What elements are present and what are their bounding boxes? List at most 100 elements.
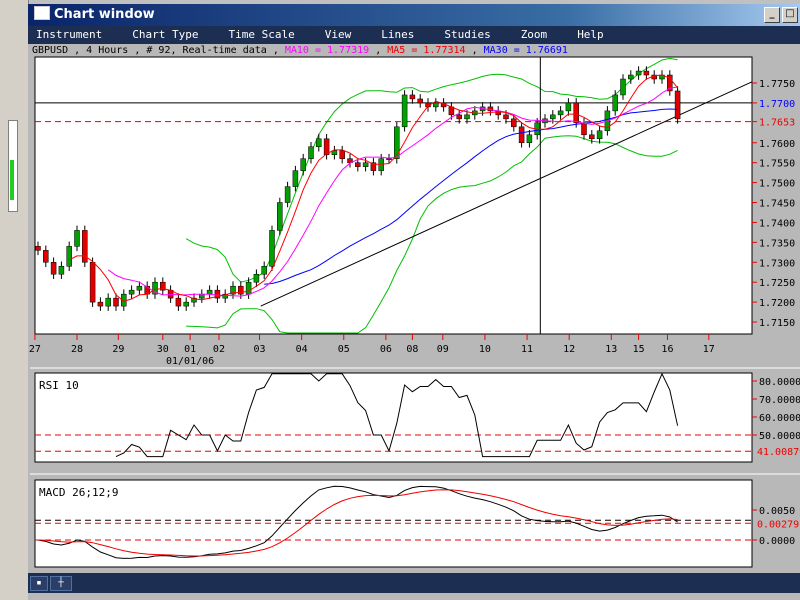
candle xyxy=(191,297,197,303)
x-tick-label: 11 xyxy=(521,344,533,355)
menu-lines[interactable]: Lines xyxy=(381,28,415,41)
x-tick-label: 05 xyxy=(338,344,350,355)
trendline xyxy=(260,81,753,307)
maximize-button[interactable]: □ xyxy=(782,7,798,23)
menu-chart-type[interactable]: Chart Type xyxy=(132,28,199,41)
candle xyxy=(183,301,189,307)
window-title: Chart window xyxy=(54,7,155,22)
candle xyxy=(370,162,377,171)
candle xyxy=(89,262,96,303)
minimize-button[interactable]: _ xyxy=(764,7,780,23)
date-label: 01/01/06 xyxy=(166,356,214,367)
y-tick-label: 1.7450 xyxy=(759,199,795,210)
chart-info-line: GBPUSD , 4 Hours , # 92, Real-time data … xyxy=(32,44,568,57)
candle xyxy=(386,158,392,160)
candle xyxy=(550,114,556,120)
menu-zoom[interactable]: Zoom xyxy=(520,28,548,41)
toolbar-button[interactable]: ▪ xyxy=(30,576,48,591)
candle xyxy=(214,289,221,299)
window-icon xyxy=(34,6,50,20)
candle xyxy=(206,289,213,295)
candle xyxy=(175,297,182,307)
macd-title: MACD 26;12;9 xyxy=(39,486,118,499)
candle xyxy=(253,273,260,283)
bollinger-upper xyxy=(185,57,678,283)
macd-tick-label: 0.0000 xyxy=(759,536,795,547)
y-tick-label: 1.7200 xyxy=(759,298,795,309)
candle xyxy=(152,281,158,295)
candle xyxy=(401,94,408,128)
candle xyxy=(300,158,306,171)
menu-studies[interactable]: Studies xyxy=(444,28,491,41)
x-tick-label: 16 xyxy=(661,344,673,355)
x-tick-label: 01 xyxy=(184,344,196,355)
candle xyxy=(409,94,416,100)
candle xyxy=(394,126,400,159)
candle xyxy=(74,230,80,247)
x-tick-label: 30 xyxy=(157,344,169,355)
separator: , xyxy=(375,45,382,56)
title-bar[interactable]: Chart window _ □ xyxy=(28,4,800,26)
x-tick-label: 08 xyxy=(406,344,418,355)
candle xyxy=(511,118,517,128)
x-tick-label: 17 xyxy=(703,344,715,355)
rsi-tick-label: 60.0000 xyxy=(759,413,800,424)
y-tick-label: 1.7400 xyxy=(759,218,795,229)
x-tick-label: 13 xyxy=(605,344,617,355)
menu-help[interactable]: Help xyxy=(577,28,604,41)
bottom-toolbar: ▪ ┼ xyxy=(28,573,800,593)
x-tick-label: 04 xyxy=(296,344,308,355)
menu-view[interactable]: View xyxy=(324,28,352,41)
x-tick-label: 27 xyxy=(29,344,41,355)
candle xyxy=(316,138,322,147)
x-tick-label: 29 xyxy=(112,344,124,355)
ma30-line xyxy=(264,108,678,285)
candle xyxy=(355,162,361,167)
candle xyxy=(565,102,572,112)
candle xyxy=(238,285,244,295)
candle xyxy=(596,130,603,140)
y-tick-label: 1.7300 xyxy=(759,258,795,269)
candle xyxy=(58,266,65,275)
ma5-value: MA5 = 1.77314 xyxy=(387,45,466,56)
candle xyxy=(557,110,564,116)
candle xyxy=(105,297,111,307)
rsi-tick-label: 50.0000 xyxy=(759,431,800,442)
candle xyxy=(50,262,57,275)
rsi-current-value: 41.00879 xyxy=(757,447,800,458)
crosshair-tool-button[interactable]: ┼ xyxy=(50,576,72,591)
candle xyxy=(230,285,236,295)
x-tick-label: 12 xyxy=(563,344,575,355)
candle xyxy=(581,122,587,136)
candle xyxy=(612,94,618,112)
candle xyxy=(417,98,423,104)
rsi-tick-label: 80.0000 xyxy=(759,377,800,388)
bollinger-lower xyxy=(186,135,678,334)
y-tick-label: 1.7653 xyxy=(759,118,795,129)
price-pane[interactable] xyxy=(34,56,753,335)
candle xyxy=(222,293,228,299)
candle xyxy=(456,114,462,120)
candle xyxy=(323,138,330,155)
y-tick-label: 1.7550 xyxy=(759,159,795,170)
candle xyxy=(589,134,595,140)
y-tick-label: 1.7150 xyxy=(759,318,795,329)
candle xyxy=(464,114,470,120)
rsi-pane[interactable] xyxy=(34,372,753,463)
menu-instrument[interactable]: Instrument xyxy=(36,28,103,41)
y-tick-label: 1.7250 xyxy=(759,278,795,289)
candle xyxy=(245,281,252,295)
candle xyxy=(503,114,509,120)
candle xyxy=(66,246,72,267)
candle xyxy=(284,186,291,203)
ma10-line xyxy=(107,86,678,297)
candle xyxy=(136,285,143,291)
candle xyxy=(635,70,642,76)
candle xyxy=(518,126,525,144)
macd-signal-line xyxy=(37,489,678,557)
menu-time-scale[interactable]: Time Scale xyxy=(228,28,295,41)
candle xyxy=(261,266,267,275)
candle xyxy=(97,301,104,307)
menu-bar: Instrument Chart Type Time Scale View Li… xyxy=(28,26,800,44)
